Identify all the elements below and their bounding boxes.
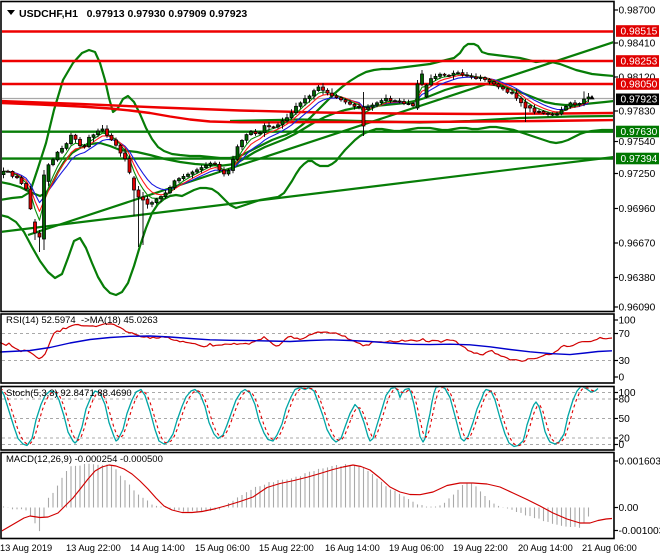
svg-text:21 Aug 06:00: 21 Aug 06:00 xyxy=(582,543,637,553)
svg-text:0.00: 0.00 xyxy=(619,503,639,514)
svg-text:14 Aug 14:00: 14 Aug 14:00 xyxy=(130,543,185,553)
svg-text:0.96090: 0.96090 xyxy=(619,302,656,313)
svg-text:0.98050: 0.98050 xyxy=(621,79,658,90)
svg-text:0.97540: 0.97540 xyxy=(619,137,656,148)
svg-text:100: 100 xyxy=(619,388,636,399)
svg-text:Stoch(5,3,3) 92.8471 88.4690: Stoch(5,3,3) 92.8471 88.4690 xyxy=(6,388,132,399)
svg-text:USDCHF,H1 0.97913 0.97930 0.: USDCHF,H1 0.97913 0.97930 0.97909 0.9792… xyxy=(19,8,247,20)
svg-text:70: 70 xyxy=(619,329,631,340)
svg-text:20 Aug 14:00: 20 Aug 14:00 xyxy=(518,543,573,553)
svg-text:RSI(14) 52.5974 ->MA(18) 45.0: RSI(14) 52.5974 ->MA(18) 45.0263 xyxy=(6,315,158,326)
svg-text:0.97394: 0.97394 xyxy=(621,154,658,165)
svg-text:13 Aug 2019: 13 Aug 2019 xyxy=(0,543,52,553)
svg-text:0: 0 xyxy=(619,372,625,383)
svg-text:0.98700: 0.98700 xyxy=(619,5,656,16)
svg-text:0.97630: 0.97630 xyxy=(621,127,658,138)
svg-text:0.96670: 0.96670 xyxy=(619,238,656,249)
svg-text:50: 50 xyxy=(619,414,631,425)
svg-text:0.96380: 0.96380 xyxy=(619,273,656,284)
svg-text:0.98120: 0.98120 xyxy=(619,72,656,83)
svg-text:19 Aug 06:00: 19 Aug 06:00 xyxy=(389,543,444,553)
svg-text:16 Aug 14:00: 16 Aug 14:00 xyxy=(325,543,380,553)
svg-text:80: 80 xyxy=(619,394,631,405)
svg-text:0.98410: 0.98410 xyxy=(619,38,656,49)
svg-text:0.97923: 0.97923 xyxy=(621,95,658,106)
svg-text:13 Aug 22:00: 13 Aug 22:00 xyxy=(66,543,121,553)
svg-text:15 Aug 06:00: 15 Aug 06:00 xyxy=(195,543,250,553)
svg-text:0.001603: 0.001603 xyxy=(619,456,660,467)
svg-text:100: 100 xyxy=(619,315,636,326)
svg-text:20: 20 xyxy=(619,433,631,444)
svg-text:MACD(12,26,9) -0.000254 -0.000: MACD(12,26,9) -0.000254 -0.000500 xyxy=(6,454,163,465)
svg-text:19 Aug 22:00: 19 Aug 22:00 xyxy=(453,543,508,553)
svg-text:0.97250: 0.97250 xyxy=(619,169,656,180)
svg-text:0.97830: 0.97830 xyxy=(619,106,656,117)
svg-text:0.98515: 0.98515 xyxy=(621,26,658,37)
svg-text:0.98253: 0.98253 xyxy=(621,56,658,67)
svg-text:0: 0 xyxy=(619,440,625,451)
svg-text:30: 30 xyxy=(619,356,631,367)
svg-text:-0.001003: -0.001003 xyxy=(619,526,660,537)
svg-text:0.96960: 0.96960 xyxy=(619,204,656,215)
svg-text:15 Aug 22:00: 15 Aug 22:00 xyxy=(259,543,314,553)
